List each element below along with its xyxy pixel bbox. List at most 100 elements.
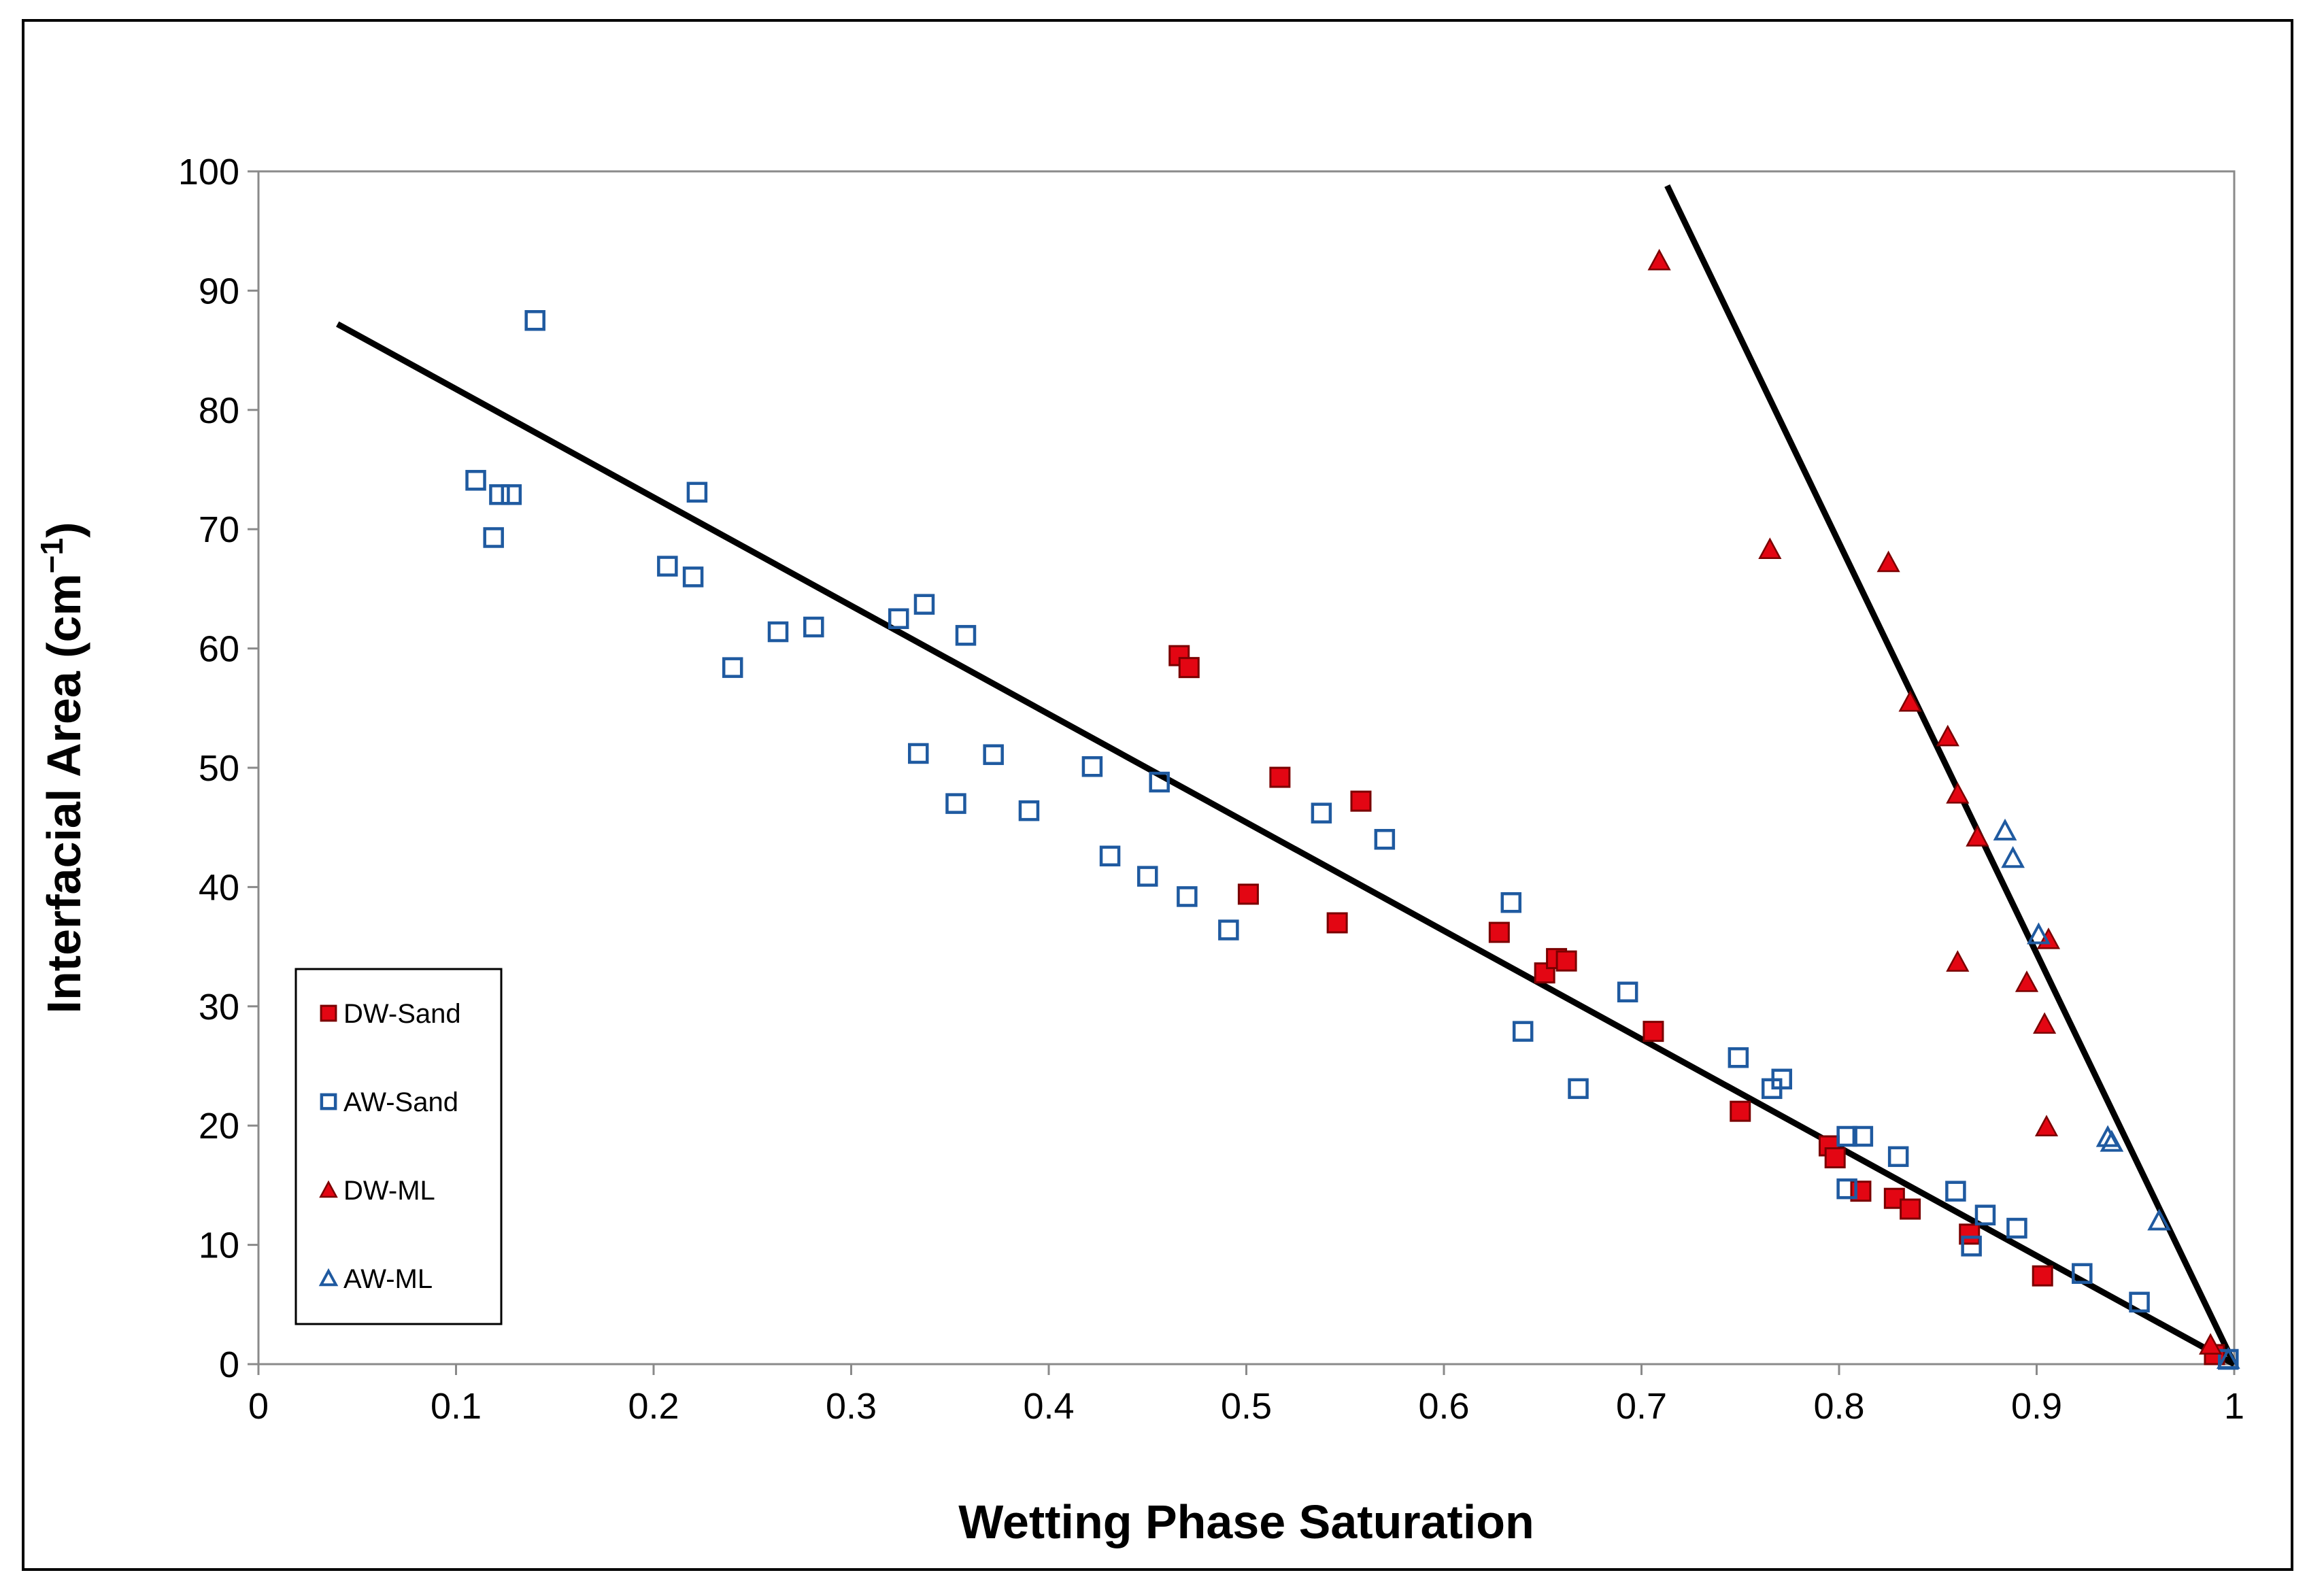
- point-aw-sand: [1836, 1125, 1857, 1147]
- point-aw-sand: [1961, 1236, 1982, 1257]
- y-axis-title-main: Interfacial Area (cm: [37, 573, 90, 1013]
- x-tick-label: 0: [248, 1386, 269, 1427]
- point-aw-sand: [1771, 1068, 1793, 1090]
- point-aw-sand: [1374, 828, 1396, 850]
- y-axis-title-superscript: −1: [34, 538, 69, 573]
- series-dw-ml: [1647, 248, 2223, 1355]
- point-dw-sand: [1730, 1100, 1751, 1122]
- point-aw-sand: [888, 608, 909, 629]
- legend-marker: [320, 1004, 337, 1022]
- y-axis-title-close: ): [37, 522, 90, 538]
- point-dw-ml: [1966, 825, 1989, 847]
- x-axis-title: Wetting Phase Saturation: [958, 1495, 1534, 1548]
- point-dw-ml: [1936, 724, 1959, 747]
- point-aw-sand: [1728, 1047, 1749, 1068]
- legend-label: AW-ML: [343, 1264, 433, 1294]
- legend: DW-Sand AW-Sand DW-ML AW-ML: [294, 968, 503, 1325]
- point-aw-sand: [1500, 892, 1522, 913]
- x-tick-label: 0.5: [1221, 1386, 1272, 1427]
- trendline-ml-fit: [1664, 184, 2238, 1366]
- point-aw-sand: [722, 657, 743, 678]
- point-dw-ml: [1876, 550, 1900, 573]
- point-aw-sand: [908, 743, 929, 764]
- point-dw-sand: [1824, 1147, 1846, 1169]
- y-axis-title: Interfacial Area (cm−1): [34, 522, 90, 1014]
- point-dw-ml: [1946, 781, 1970, 804]
- point-dw-sand: [1237, 883, 1259, 905]
- legend-item-dw-ml: DW-ML: [319, 1176, 435, 1206]
- x-tick-label: 0.9: [2011, 1386, 2062, 1427]
- point-aw-sand: [1081, 756, 1103, 777]
- point-aw-sand: [501, 484, 522, 505]
- point-aw-ml: [2001, 846, 2025, 868]
- y-tick-label: 100: [178, 152, 239, 192]
- y-tick-label: 70: [199, 509, 239, 550]
- point-dw-sand: [1555, 950, 1577, 972]
- point-aw-sand: [1568, 1078, 1589, 1100]
- legend-label: DW-ML: [343, 1176, 435, 1206]
- point-aw-sand: [1512, 1021, 1534, 1042]
- point-dw-sand: [1488, 921, 1510, 943]
- y-axis: 0 10 20 30 40 50 60 70 80 90 100: [178, 152, 260, 1385]
- point-aw-sand: [767, 621, 789, 643]
- x-tick-label: 0.8: [1813, 1386, 1864, 1427]
- point-aw-ml: [2100, 1130, 2124, 1152]
- trendline-sand-fit: [336, 321, 2236, 1367]
- point-aw-sand: [483, 527, 504, 548]
- legend-box: [294, 968, 503, 1325]
- point-aw-ml: [2027, 922, 2051, 945]
- legend-marker: [320, 1093, 337, 1110]
- point-aw-sand: [682, 566, 704, 588]
- point-aw-sand: [1177, 886, 1198, 907]
- point-dw-sand: [1350, 790, 1372, 812]
- legend-item-aw-ml: AW-ML: [318, 1264, 433, 1294]
- y-tick-label: 0: [219, 1344, 239, 1385]
- x-tick-label: 0.6: [1418, 1386, 1469, 1427]
- point-aw-sand: [1617, 981, 1638, 1003]
- point-dw-ml: [2033, 1012, 2057, 1034]
- y-tick-label: 80: [199, 390, 239, 431]
- point-aw-sand: [1887, 1146, 1909, 1168]
- point-aw-sand: [2006, 1217, 2027, 1239]
- point-aw-sand: [983, 744, 1004, 765]
- point-aw-sand: [1137, 866, 1158, 887]
- data-points: [465, 248, 2240, 1370]
- y-tick-label: 10: [199, 1225, 239, 1266]
- x-tick-label: 0.2: [628, 1386, 679, 1427]
- point-aw-sand: [1218, 919, 1239, 940]
- y-tick-label: 20: [199, 1106, 239, 1147]
- point-dw-ml: [1758, 537, 1782, 560]
- point-aw-sand: [2129, 1291, 2150, 1313]
- point-aw-sand: [913, 594, 935, 615]
- point-aw-ml: [2147, 1208, 2171, 1231]
- point-aw-sand: [1149, 771, 1170, 793]
- x-tick-label: 1: [2224, 1386, 2244, 1427]
- point-aw-sand: [489, 484, 510, 505]
- point-aw-sand: [1018, 800, 1040, 821]
- point-dw-ml: [1898, 690, 1922, 712]
- point-aw-sand: [955, 625, 977, 646]
- point-dw-sand: [1326, 912, 1348, 934]
- point-aw-sand: [1836, 1178, 1857, 1200]
- point-dw-sand: [1269, 766, 1291, 788]
- x-tick-label: 0.7: [1616, 1386, 1667, 1427]
- x-tick-label: 0.4: [1023, 1386, 1074, 1427]
- point-dw-sand: [1959, 1223, 1981, 1245]
- point-dw-sand: [1900, 1198, 1921, 1220]
- y-tick-label: 60: [199, 629, 239, 670]
- point-dw-sand: [1178, 657, 1200, 679]
- point-aw-sand: [1311, 802, 1332, 824]
- legend-item-dw-sand: DW-Sand: [320, 999, 461, 1029]
- series-dw-sand: [1168, 645, 2225, 1366]
- legend-marker: [319, 1180, 338, 1198]
- x-tick-label: 0.1: [431, 1386, 482, 1427]
- trendlines: [336, 184, 2238, 1367]
- x-tick-label: 0.3: [826, 1386, 877, 1427]
- point-aw-sand: [1945, 1181, 1966, 1202]
- point-aw-sand: [1974, 1204, 1996, 1225]
- point-aw-sand: [1852, 1125, 1874, 1147]
- point-aw-sand: [657, 556, 678, 577]
- y-tick-label: 90: [199, 271, 239, 311]
- point-dw-ml: [2015, 970, 2039, 992]
